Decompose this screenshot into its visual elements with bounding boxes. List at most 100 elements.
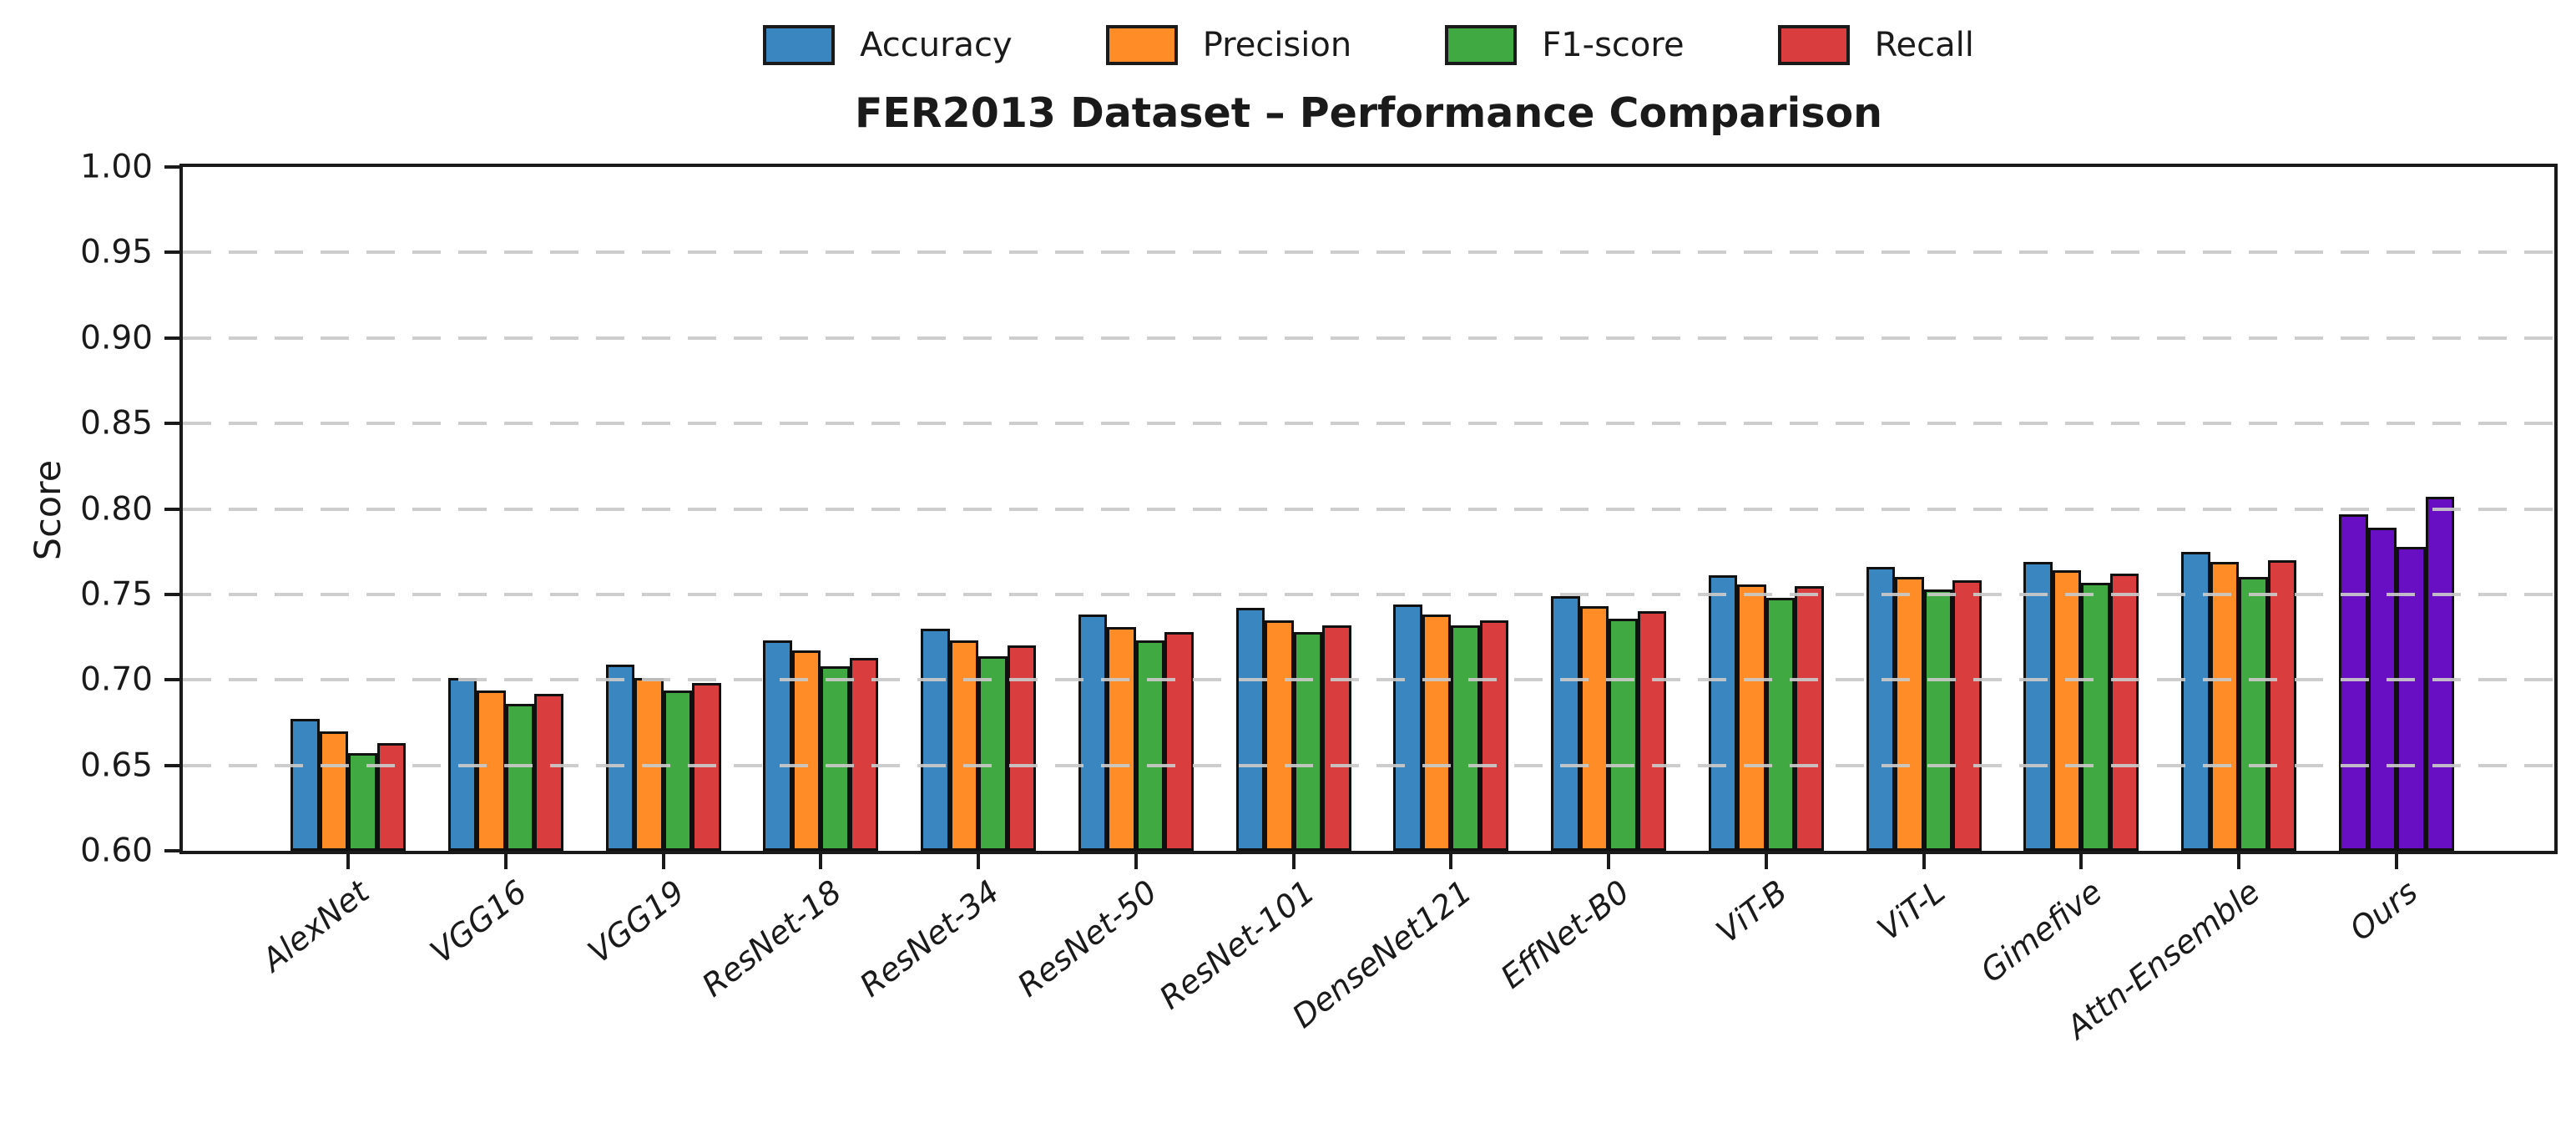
legend-swatch-recall — [1777, 25, 1850, 65]
bar-precision-effnet-b0 — [1579, 606, 1609, 851]
x-tick-mark — [503, 851, 508, 869]
bar-precision-resnet-101 — [1265, 620, 1294, 851]
y-tick-label: 0.90 — [80, 319, 153, 357]
bar-f1-score-resnet-18 — [821, 665, 850, 851]
bar-recall-gimefive — [2109, 574, 2139, 851]
bar-f1-score-resnet-101 — [1293, 631, 1323, 851]
x-tick-mark — [819, 851, 823, 869]
bar-f1-score-vit-l — [1923, 589, 1953, 851]
bar-f1-score-vgg19 — [663, 690, 693, 851]
bar-recall-resnet-50 — [1164, 631, 1194, 851]
bar-accuracy-ours — [2339, 513, 2368, 851]
bar-recall-vgg16 — [534, 693, 563, 851]
legend-item-recall: Recall — [1777, 25, 1974, 65]
bar-precision-attn-ensemble — [2210, 561, 2240, 851]
gridline — [183, 422, 2554, 426]
x-tick-label-vgg16: VGG16 — [422, 873, 534, 971]
bar-accuracy-vgg19 — [605, 664, 635, 851]
bar-f1-score-attn-ensemble — [2239, 577, 2268, 851]
bar-recall-resnet-18 — [849, 657, 879, 851]
y-tick-label: 0.80 — [80, 490, 153, 528]
bar-precision-vgg16 — [477, 690, 506, 851]
legend-swatch-precision — [1105, 25, 1178, 65]
gridline — [183, 678, 2554, 682]
bar-recall-densenet121 — [1479, 620, 1509, 851]
bar-f1-score-densenet121 — [1451, 625, 1480, 851]
y-tick-label: 0.95 — [80, 233, 153, 271]
bar-recall-ours — [2425, 497, 2454, 851]
legend: Accuracy Precision F1-score Recall — [179, 15, 2558, 75]
bar-f1-score-effnet-b0 — [1609, 618, 1638, 851]
bar-accuracy-resnet-34 — [921, 628, 950, 851]
bar-f1-score-ours — [2397, 546, 2426, 851]
legend-item-precision: Precision — [1105, 25, 1352, 65]
bar-precision-alexnet — [319, 731, 348, 851]
x-tick-mark — [1134, 851, 1138, 869]
bar-accuracy-vit-b — [1708, 575, 1738, 851]
y-tick-mark — [164, 763, 183, 767]
bar-accuracy-resnet-101 — [1235, 608, 1265, 851]
x-tick-label-resnet-18: ResNet-18 — [695, 873, 849, 1004]
bar-accuracy-attn-ensemble — [2181, 551, 2210, 851]
x-tick-label-attn-ensemble: Attn-Ensemble — [2059, 873, 2267, 1046]
bar-f1-score-resnet-50 — [1135, 640, 1165, 851]
bar-precision-vit-l — [1895, 577, 1924, 851]
y-tick-mark — [164, 422, 183, 426]
legend-swatch-f1-score — [1445, 25, 1518, 65]
bar-f1-score-gimefive — [2081, 582, 2110, 851]
bar-f1-score-vgg16 — [505, 703, 535, 851]
bar-accuracy-resnet-50 — [1078, 615, 1108, 851]
x-tick-label-densenet121: DenseNet121 — [1285, 873, 1479, 1035]
x-tick-label-resnet-101: ResNet-101 — [1152, 873, 1321, 1017]
x-tick-label-gimefive: Gimefive — [1974, 873, 2109, 990]
bar-precision-vit-b — [1737, 584, 1766, 851]
bar-recall-vit-b — [1795, 585, 1824, 851]
y-tick-mark — [164, 507, 183, 511]
gridline — [183, 336, 2554, 340]
y-tick-mark — [164, 250, 183, 255]
x-tick-label-vit-b: ViT-B — [1709, 873, 1795, 951]
x-tick-mark — [661, 851, 665, 869]
bar-precision-gimefive — [2052, 570, 2082, 851]
x-tick-mark — [1764, 851, 1768, 869]
bar-recall-vgg19 — [692, 683, 721, 851]
gridline — [183, 592, 2554, 596]
gridline — [183, 250, 2554, 255]
x-tick-mark — [1449, 851, 1453, 869]
legend-label: Precision — [1202, 26, 1352, 64]
x-tick-mark — [2395, 851, 2398, 869]
y-tick-label: 0.65 — [80, 746, 153, 785]
plot-area: 0.60 0.65 0.70 0.75 0.80 0.85 0.90 0.95 1.00 Alex… — [80, 151, 2558, 1046]
bar-recall-alexnet — [376, 743, 406, 851]
x-tick-label-ours: Ours — [2342, 873, 2425, 948]
x-tick-mark — [2079, 851, 2084, 869]
legend-item-accuracy: Accuracy — [763, 25, 1013, 65]
x-tick-mark — [1291, 851, 1296, 869]
bar-precision-resnet-34 — [949, 640, 979, 851]
bar-accuracy-densenet121 — [1393, 604, 1422, 851]
chart-title: FER2013 Dataset – Performance Comparison — [854, 89, 1883, 137]
bar-recall-resnet-101 — [1322, 625, 1351, 851]
bar-recall-resnet-34 — [1007, 645, 1037, 851]
legend-label: Accuracy — [860, 26, 1013, 64]
legend-label: F1-score — [1542, 26, 1685, 64]
bar-accuracy-alexnet — [290, 719, 320, 851]
y-tick-mark — [164, 336, 183, 340]
bar-accuracy-resnet-18 — [763, 640, 792, 851]
y-tick-label: 1.00 — [80, 148, 153, 186]
bar-recall-attn-ensemble — [2267, 559, 2297, 851]
bar-recall-vit-l — [1952, 580, 1982, 851]
bar-recall-effnet-b0 — [1637, 611, 1667, 851]
y-tick-mark — [164, 849, 183, 852]
bar-accuracy-gimefive — [2023, 561, 2053, 851]
y-tick-label: 0.60 — [80, 832, 153, 870]
legend-swatch-accuracy — [763, 25, 836, 65]
bar-accuracy-effnet-b0 — [1551, 595, 1580, 851]
y-tick-mark — [164, 165, 183, 169]
bar-f1-score-alexnet — [348, 753, 377, 851]
bar-f1-score-vit-b — [1765, 597, 1796, 851]
y-tick-label: 0.75 — [80, 575, 153, 614]
y-tick-mark — [164, 592, 183, 596]
legend-label: Recall — [1874, 26, 1974, 64]
legend-item-f1-score: F1-score — [1445, 25, 1685, 65]
